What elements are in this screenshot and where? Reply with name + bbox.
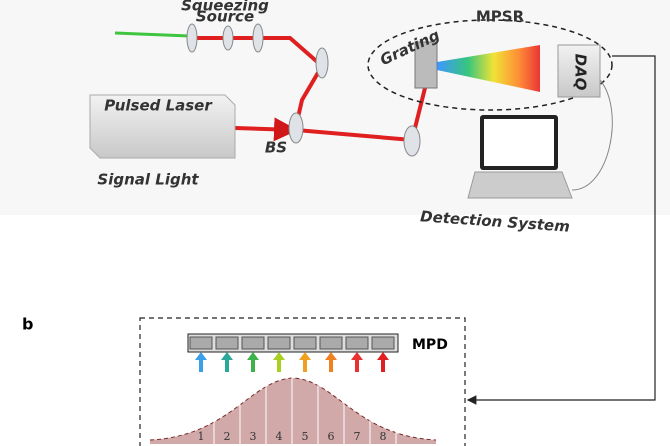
mpd-label: MPD: [412, 337, 448, 353]
label: Squeezing: [181, 0, 269, 15]
label: Source: [196, 8, 254, 26]
channel-number: 8: [380, 430, 387, 443]
distribution: [150, 378, 436, 444]
mpd-cell: [345, 336, 369, 350]
laptop-base: [467, 171, 573, 199]
laser-beam: [234, 117, 298, 142]
optics: [186, 23, 421, 157]
label: BS: [265, 139, 287, 157]
channel-number: 2: [224, 430, 231, 443]
channel-number: 4: [276, 430, 283, 443]
channel-arrowhead: [299, 352, 311, 360]
green-beam: [114, 31, 191, 38]
channel-number: 3: [250, 430, 257, 443]
channel-number: 5: [302, 430, 309, 443]
channel-arrowhead: [377, 352, 389, 360]
connector: [466, 55, 656, 405]
channel-number: 6: [328, 430, 335, 443]
daq-box: [557, 44, 601, 98]
laptop-display: [484, 119, 554, 166]
distribution-curve: [149, 377, 437, 441]
channel-arrowhead: [273, 352, 285, 360]
mpd-cell: [215, 336, 239, 350]
label: DAQ: [572, 54, 590, 91]
spectrum: [437, 45, 540, 92]
panel-label: b: [22, 315, 33, 334]
panel-outline: [139, 317, 466, 446]
mpd-cell: [293, 336, 317, 350]
cable: [571, 79, 613, 191]
channel-arrowhead: [221, 352, 233, 360]
mpd-cell: [267, 336, 291, 350]
mpd-cell: [319, 336, 343, 350]
label: Pulsed Laser: [104, 97, 213, 115]
mpd-cell: [371, 336, 395, 350]
laser-box: [89, 94, 236, 159]
channel-arrowhead: [247, 352, 259, 360]
mpd-cell: [241, 336, 265, 350]
channel-number: 7: [354, 430, 361, 443]
channel-arrowhead: [325, 352, 337, 360]
channel-arrowhead: [351, 352, 363, 360]
channel-number: 1: [198, 430, 205, 443]
label: MPSR: [476, 8, 525, 26]
channel-arrowhead: [195, 352, 207, 360]
mpd-cell: [189, 336, 213, 350]
label: Signal Light: [97, 171, 199, 189]
mpsr-outline: [367, 19, 613, 111]
